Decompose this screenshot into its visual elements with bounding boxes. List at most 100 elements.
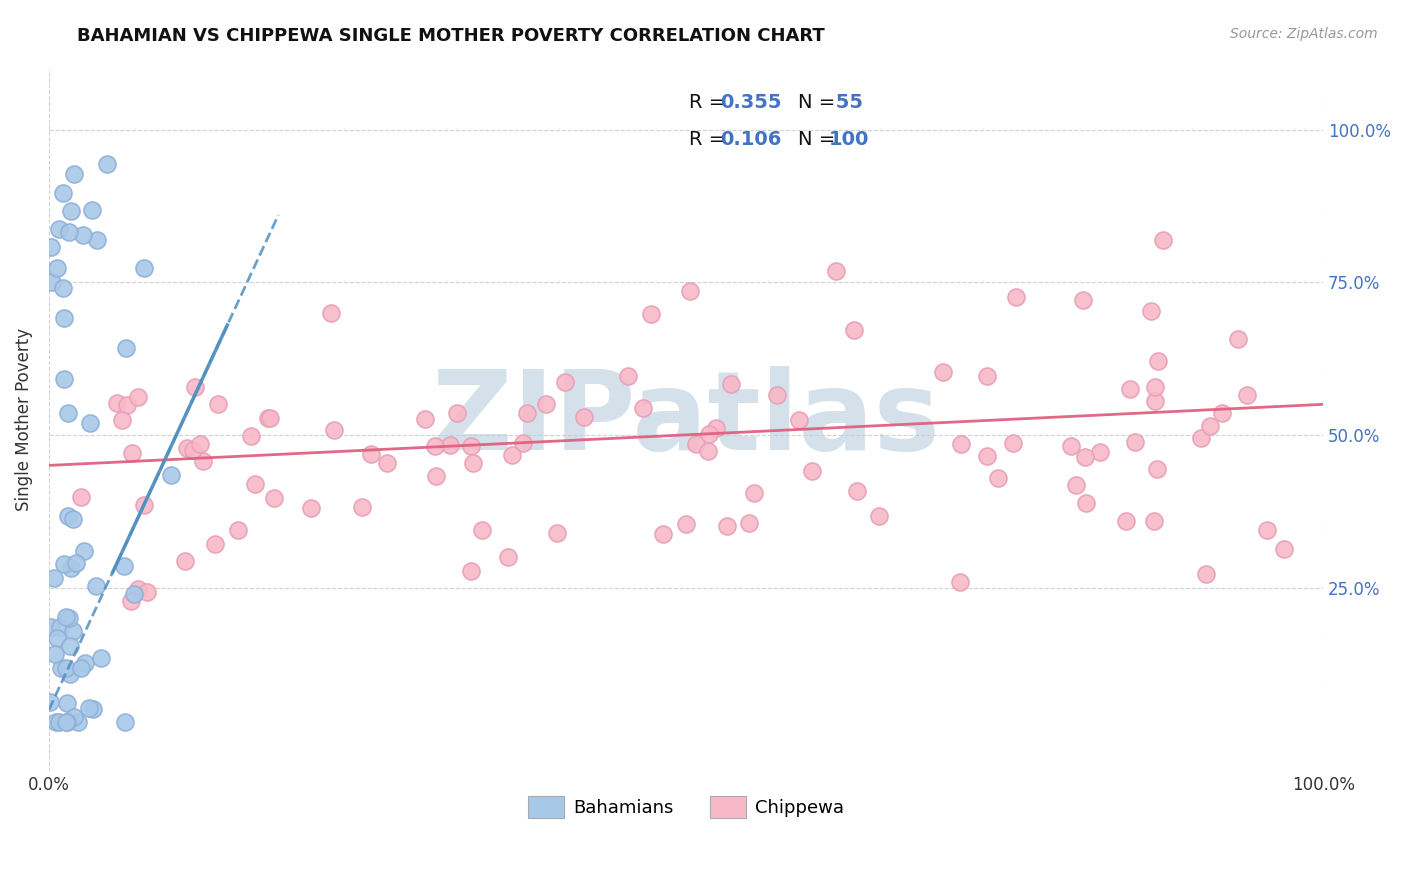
Point (501, 449, 523, 463)
Point (48, 222, 70, 236)
Point (675, 517, 697, 532)
Point (59, 639, 82, 653)
Text: 0.355: 0.355 (720, 93, 782, 112)
Point (59, 667, 82, 681)
Point (49, 620, 72, 634)
Point (58, 225, 80, 239)
Point (787, 413, 810, 427)
Point (976, 449, 998, 463)
Point (60, 561, 83, 575)
Point (46, 631, 69, 645)
Point (640, 307, 662, 321)
Point (72, 228, 94, 243)
Point (56, 509, 79, 524)
Point (52, 557, 75, 571)
Point (188, 437, 211, 451)
Point (86, 234, 108, 248)
Point (52, 372, 75, 386)
Point (62, 512, 84, 526)
Point (950, 437, 973, 451)
Point (1189, 431, 1212, 445)
Point (1256, 523, 1278, 537)
Point (679, 284, 702, 298)
Point (73, 544, 96, 558)
Point (96, 157, 118, 171)
Point (70, 490, 93, 504)
Point (239, 428, 262, 442)
Point (1152, 233, 1174, 247)
Point (461, 456, 484, 470)
Point (132, 498, 155, 512)
Point (512, 436, 534, 450)
Point (75, 656, 97, 670)
Point (79, 416, 101, 430)
Point (842, 323, 865, 337)
Point (352, 500, 374, 515)
Text: ZIPatlas: ZIPatlas (432, 366, 941, 473)
Point (377, 456, 399, 470)
Point (63, 710, 86, 724)
Point (120, 594, 142, 608)
Point (114, 714, 136, 729)
Point (159, 467, 181, 482)
Point (413, 412, 436, 426)
Point (720, 376, 742, 391)
Point (39, 240, 62, 254)
Point (1139, 303, 1161, 318)
Text: Source: ZipAtlas.com: Source: ZipAtlas.com (1230, 27, 1378, 41)
Point (134, 260, 156, 275)
Point (1119, 382, 1142, 396)
Point (1125, 434, 1147, 449)
Point (60, 204, 83, 219)
Point (1115, 514, 1137, 528)
Text: N =: N = (799, 93, 842, 112)
Point (62, 624, 84, 638)
Text: R =: R = (689, 93, 731, 112)
Point (697, 443, 720, 458)
Point (1074, 496, 1097, 510)
Point (181, 442, 204, 457)
Point (1144, 380, 1167, 394)
Point (1002, 436, 1025, 450)
Point (191, 454, 214, 468)
Point (716, 518, 738, 533)
Point (976, 368, 998, 383)
Point (67, 714, 90, 729)
Point (115, 398, 138, 412)
Point (42, 571, 65, 585)
Text: 100: 100 (828, 130, 869, 149)
Point (41, 276, 63, 290)
Point (243, 477, 266, 491)
Point (84, 579, 107, 593)
Point (65, 556, 87, 570)
Point (651, 527, 673, 541)
Point (1143, 514, 1166, 528)
Point (1143, 393, 1166, 408)
Point (987, 471, 1010, 485)
Point (1195, 567, 1218, 582)
Point (534, 397, 557, 411)
Point (52, 186, 75, 201)
Point (183, 379, 205, 393)
Point (52, 281, 75, 295)
Point (439, 438, 461, 452)
Point (617, 369, 640, 384)
Point (55, 609, 77, 624)
Point (516, 406, 538, 420)
Point (56, 696, 79, 710)
Text: 55: 55 (828, 93, 863, 112)
Y-axis label: Single Mother Poverty: Single Mother Poverty (15, 328, 32, 511)
Point (39, 695, 62, 709)
Point (1064, 478, 1087, 492)
Point (868, 509, 890, 524)
Point (79, 701, 101, 715)
Point (55, 714, 77, 729)
Point (1227, 332, 1250, 346)
Point (121, 446, 143, 460)
Point (574, 410, 596, 425)
Point (111, 413, 134, 427)
Point (460, 439, 482, 453)
Point (53, 310, 76, 325)
Point (41, 620, 63, 634)
Point (259, 410, 281, 425)
